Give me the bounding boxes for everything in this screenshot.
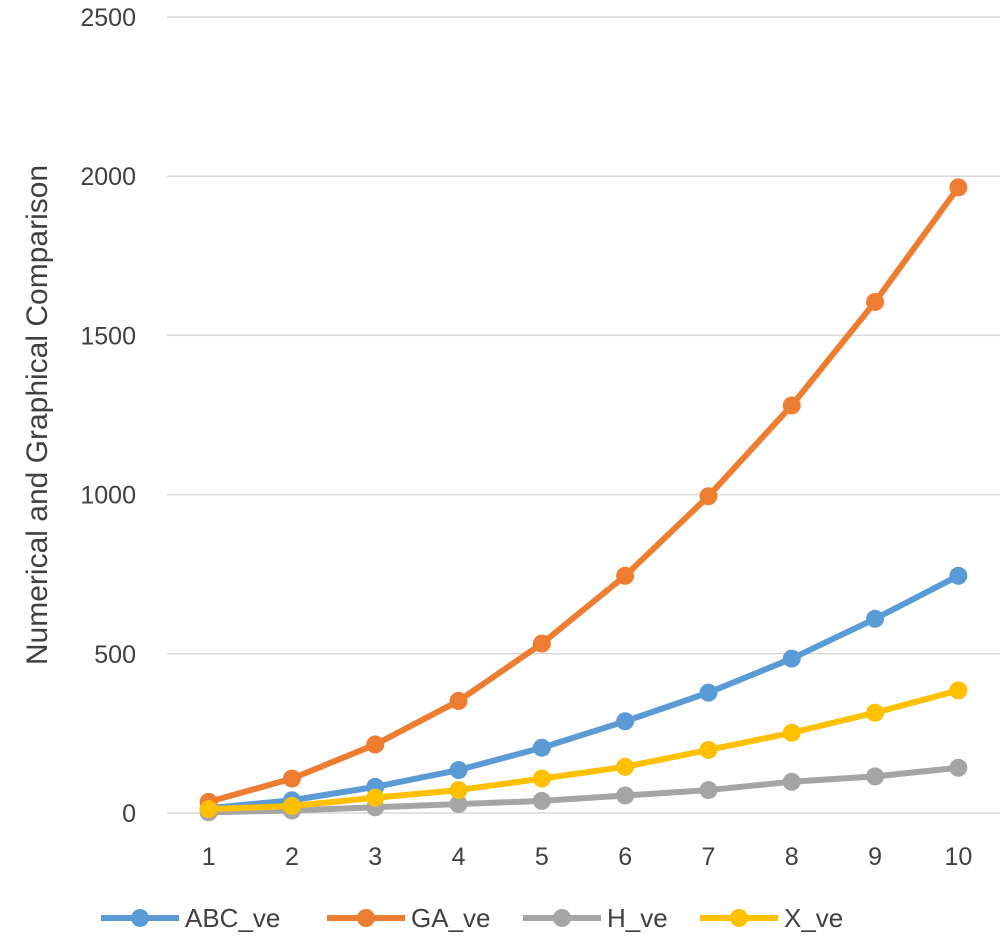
data-point (699, 487, 718, 506)
x-tick-label: 2 (285, 843, 299, 871)
x-tick-label: 4 (452, 843, 466, 871)
data-point (449, 761, 468, 780)
legend-item: ABC_ve (101, 903, 280, 933)
y-tick-label: 500 (94, 641, 136, 669)
data-point (532, 791, 551, 810)
series-ABC_ve (199, 566, 968, 818)
data-point (449, 795, 468, 814)
y-tick-label: 1500 (80, 322, 136, 350)
data-point (782, 649, 801, 668)
x-tick-label: 10 (944, 843, 972, 871)
data-point (616, 566, 635, 585)
x-tick-label: 3 (368, 843, 382, 871)
data-point (699, 781, 718, 800)
y-tick-label: 2500 (80, 4, 136, 32)
data-point (866, 703, 885, 722)
x-axis-tick-labels: 1 2 3 4 5 6 7 8 9 10 (202, 843, 973, 871)
x-tick-label: 7 (701, 843, 715, 871)
data-point (199, 800, 218, 819)
data-point (866, 292, 885, 311)
legend-marker (730, 909, 748, 927)
x-tick-label: 9 (868, 843, 882, 871)
data-point (949, 566, 968, 585)
data-point (532, 769, 551, 788)
y-axis-title: Numerical and Graphical Comparison (21, 165, 54, 665)
y-axis-tick-labels: 0 500 1000 1500 2000 2500 (80, 4, 136, 828)
data-point (449, 781, 468, 800)
legend-marker (131, 909, 149, 927)
legend-label: ABC_ve (185, 903, 280, 933)
data-point (616, 712, 635, 731)
y-tick-label: 1000 (80, 482, 136, 510)
x-tick-label: 8 (785, 843, 799, 871)
data-point (949, 681, 968, 700)
gridlines (167, 16, 1000, 814)
legend-label: X_ve (784, 903, 843, 933)
x-tick-label: 6 (618, 843, 632, 871)
series-X_ve (199, 681, 968, 819)
data-point (782, 723, 801, 742)
data-point (866, 609, 885, 628)
legend-label: H_ve (607, 903, 668, 933)
data-point (699, 683, 718, 702)
y-tick-label: 0 (122, 800, 136, 828)
series-line (205, 572, 962, 812)
data-point (282, 796, 301, 815)
data-point (866, 767, 885, 786)
series-line (205, 764, 962, 816)
data-point (449, 691, 468, 710)
data-point (949, 758, 968, 777)
x-tick-label: 1 (202, 843, 216, 871)
data-point (949, 178, 968, 197)
data-point (366, 788, 385, 807)
y-tick-label: 2000 (80, 163, 136, 191)
series-GA_ve (199, 178, 968, 811)
data-point (616, 757, 635, 776)
data-point (282, 769, 301, 788)
series-line (205, 184, 962, 805)
data-point (616, 786, 635, 805)
x-tick-label: 5 (535, 843, 549, 871)
legend-label: GA_ve (411, 903, 491, 933)
legend-item: GA_ve (327, 903, 491, 933)
legend: ABC_ve GA_ve H_ve X_ve (101, 903, 843, 933)
legend-item: X_ve (700, 903, 843, 933)
legend-marker (553, 909, 571, 927)
legend-marker (357, 909, 375, 927)
series-line (205, 687, 962, 813)
data-point (782, 772, 801, 791)
data-point (782, 396, 801, 415)
data-point (699, 740, 718, 759)
data-point (532, 634, 551, 653)
legend-item: H_ve (523, 903, 668, 933)
data-point (366, 735, 385, 754)
series-lines (199, 178, 968, 822)
data-point (532, 738, 551, 757)
